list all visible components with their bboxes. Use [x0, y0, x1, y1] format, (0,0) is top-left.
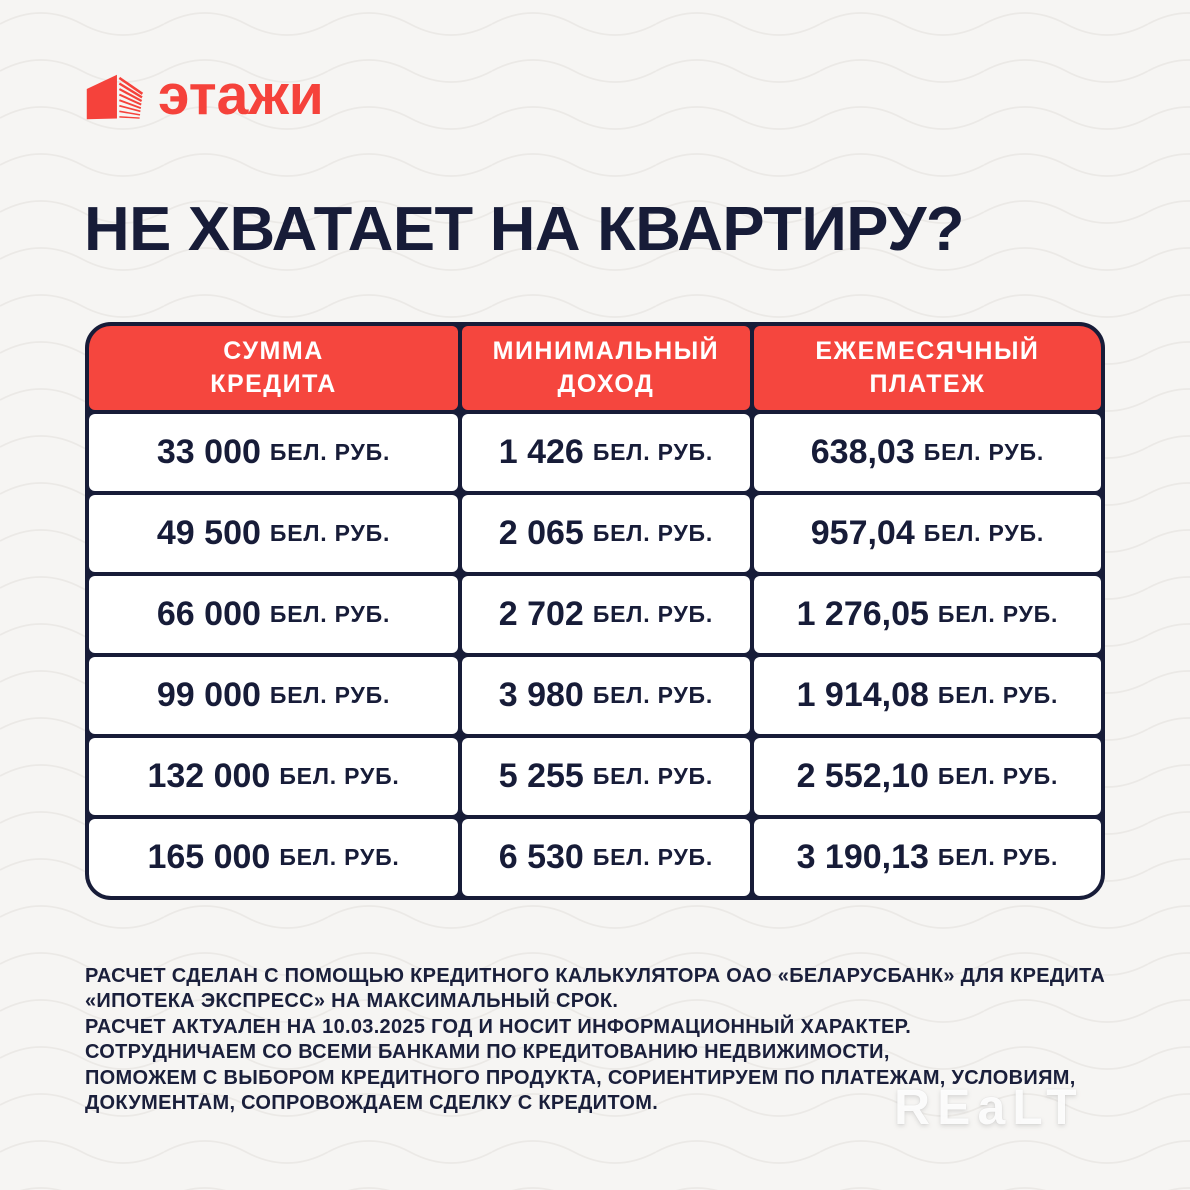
cell-payment: 957,04 БЕЛ. РУБ.	[753, 495, 1101, 572]
cell-payment: 2 552,10 БЕЛ. РУБ.	[753, 738, 1101, 815]
cell-value: 1 914,08	[796, 676, 929, 714]
header-line: ЕЖЕМЕСЯЧНЫЙ	[815, 337, 1040, 365]
column-header-credit: СУММА КРЕДИТА	[89, 326, 459, 410]
cell-value: 1 426	[498, 433, 584, 471]
cell-unit: БЕЛ. РУБ.	[592, 601, 714, 627]
brand-name: этажи	[158, 62, 324, 127]
disclaimer-line: РАСЧЕТ СДЕЛАН С ПОМОЩЬЮ КРЕДИТНОГО КАЛЬК…	[85, 965, 1106, 987]
cell-unit: БЕЛ. РУБ.	[269, 439, 391, 465]
cell-unit: БЕЛ. РУБ.	[923, 520, 1045, 546]
cell-unit: БЕЛ. РУБ.	[923, 439, 1045, 465]
cell-unit: БЕЛ. РУБ.	[937, 763, 1059, 789]
cell-value: 957,04	[810, 514, 915, 552]
brand-logo: этажи	[82, 66, 324, 128]
cell-value: 1 276,05	[796, 595, 929, 633]
cell-credit: 165 000 БЕЛ. РУБ.	[89, 819, 459, 896]
cell-unit: БЕЛ. РУБ.	[592, 439, 714, 465]
page-title: НЕ ХВАТАЕТ НА КВАРТИРУ?	[84, 195, 965, 264]
cell-value: 99 000	[156, 676, 261, 714]
header-line: КРЕДИТА	[210, 370, 337, 398]
cell-credit: 132 000 БЕЛ. РУБ.	[89, 738, 459, 815]
cell-credit: 66 000 БЕЛ. РУБ.	[89, 576, 459, 653]
cell-value: 33 000	[156, 433, 261, 471]
cell-credit: 33 000 БЕЛ. РУБ.	[89, 414, 459, 491]
disclaimer-line: РАСЧЕТ АКТУАЛЕН НА 10.03.2025 ГОД И НОСИ…	[85, 1015, 912, 1038]
cell-income: 3 980 БЕЛ. РУБ.	[462, 657, 750, 734]
disclaimer-line: ДОКУМЕНТАМ, СОПРОВОЖДАЕМ СДЕЛКУ С КРЕДИТ…	[85, 1092, 659, 1115]
credit-table: СУММА КРЕДИТА МИНИМАЛЬНЫЙ ДОХОД ЕЖЕМЕСЯЧ…	[85, 322, 1105, 900]
cell-value: 2 702	[498, 595, 584, 633]
column-header-income: МИНИМАЛЬНЫЙ ДОХОД	[462, 326, 750, 410]
cell-income: 2 702 БЕЛ. РУБ.	[462, 576, 750, 653]
cell-unit: БЕЛ. РУБ.	[269, 520, 391, 546]
cell-income: 6 530 БЕЛ. РУБ.	[462, 819, 750, 896]
cell-unit: БЕЛ. РУБ.	[269, 601, 391, 627]
header-line: МИНИМАЛЬНЫЙ	[492, 337, 720, 365]
building-icon	[86, 74, 144, 120]
cell-unit: БЕЛ. РУБ.	[592, 844, 714, 870]
cell-value: 3 190,13	[796, 838, 929, 876]
header-line: ПЛАТЕЖ	[869, 370, 986, 398]
cell-payment: 3 190,13 БЕЛ. РУБ.	[753, 819, 1101, 896]
cell-value: 49 500	[156, 514, 261, 552]
cell-unit: БЕЛ. РУБ.	[279, 763, 400, 789]
cell-payment: 1 276,05 БЕЛ. РУБ.	[753, 576, 1101, 653]
disclaimer: РАСЧЕТ СДЕЛАН С ПОМОЩЬЮ КРЕДИТНОГО КАЛЬК…	[85, 964, 1115, 1116]
cell-value: 132 000	[147, 757, 271, 795]
cell-value: 66 000	[156, 595, 261, 633]
cell-value: 5 255	[498, 757, 584, 795]
cell-value: 3 980	[498, 676, 584, 714]
cell-unit: БЕЛ. РУБ.	[937, 844, 1059, 870]
cell-income: 5 255 БЕЛ. РУБ.	[462, 738, 750, 815]
cell-unit: БЕЛ. РУБ.	[592, 763, 714, 789]
cell-unit: БЕЛ. РУБ.	[269, 682, 391, 708]
cell-unit: БЕЛ. РУБ.	[592, 520, 714, 546]
disclaimer-line: СОТРУДНИЧАЕМ СО ВСЕМИ БАНКАМИ ПО КРЕДИТО…	[85, 1041, 890, 1064]
cell-value: 2 552,10	[796, 757, 929, 795]
cell-unit: БЕЛ. РУБ.	[279, 844, 400, 870]
header-line: СУММА	[223, 337, 324, 365]
cell-unit: БЕЛ. РУБ.	[592, 682, 714, 708]
cell-unit: БЕЛ. РУБ.	[937, 682, 1059, 708]
cell-income: 2 065 БЕЛ. РУБ.	[462, 495, 750, 572]
realt-watermark: REaLT	[894, 1079, 1084, 1135]
cell-value: 638,03	[810, 433, 915, 471]
cell-payment: 638,03 БЕЛ. РУБ.	[753, 414, 1101, 491]
disclaimer-line: «ИПОТЕКА ЭКСПРЕСС» НА МАКСИМАЛЬНЫЙ СРОК.	[85, 990, 619, 1013]
cell-value: 165 000	[147, 838, 271, 876]
cell-credit: 49 500 БЕЛ. РУБ.	[89, 495, 459, 572]
header-line: ДОХОД	[557, 370, 655, 398]
cell-unit: БЕЛ. РУБ.	[937, 601, 1059, 627]
cell-value: 2 065	[498, 514, 584, 552]
cell-credit: 99 000 БЕЛ. РУБ.	[89, 657, 459, 734]
column-header-payment: ЕЖЕМЕСЯЧНЫЙ ПЛАТЕЖ	[753, 326, 1101, 410]
cell-income: 1 426 БЕЛ. РУБ.	[462, 414, 750, 491]
cell-payment: 1 914,08 БЕЛ. РУБ.	[753, 657, 1101, 734]
disclaimer-line: ПОМОЖЕМ С ВЫБОРОМ КРЕДИТНОГО ПРОДУКТА, С…	[85, 1066, 1076, 1089]
cell-value: 6 530	[498, 838, 584, 876]
